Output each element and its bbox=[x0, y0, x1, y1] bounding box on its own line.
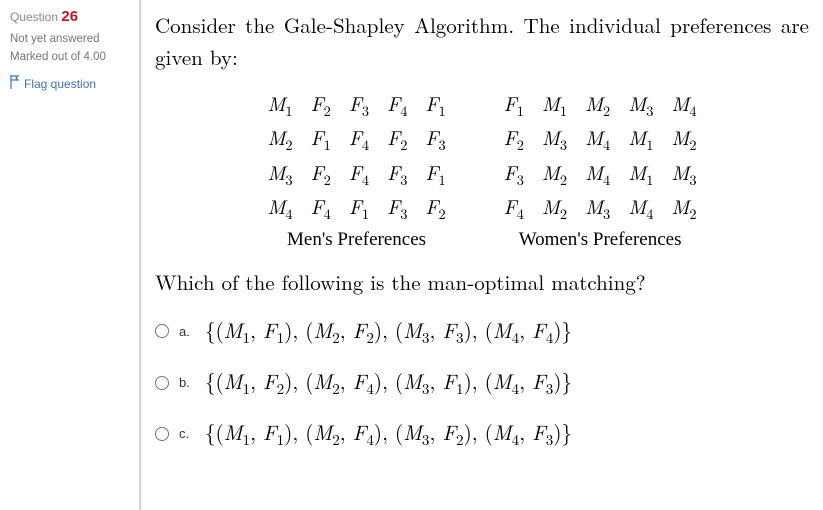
womens-preferences: F1M1M2M3M4F2M3M4M1M2F3M2M4M1M3F4M2M3M4M2… bbox=[494, 87, 707, 251]
pref-cell: F4 bbox=[341, 123, 377, 155]
pref-agent: F4 bbox=[496, 192, 532, 224]
pref-row: M1F2F3F4F1 bbox=[259, 89, 453, 121]
pref-agent: F3 bbox=[496, 158, 532, 190]
pref-agent: F1 bbox=[496, 89, 532, 121]
option-set: {(M1, F1), (M2, F2), (M3, F3), (M4, F4)} bbox=[205, 315, 572, 348]
pref-cell: M1 bbox=[620, 158, 661, 190]
pref-cell: M1 bbox=[620, 123, 661, 155]
pref-cell: M3 bbox=[534, 123, 575, 155]
pref-row: M3F2F4F3F1 bbox=[259, 158, 453, 190]
pref-cell: M4 bbox=[620, 192, 661, 224]
answer-options: a. {(M1, F1), (M2, F2), (M3, F3), (M4, F4… bbox=[155, 315, 809, 451]
pref-cell: F4 bbox=[379, 89, 415, 121]
option-row: a. {(M1, F1), (M2, F2), (M3, F3), (M4, F4… bbox=[155, 315, 809, 348]
pref-cell: M3 bbox=[620, 89, 661, 121]
mens-pref-table: M1F2F3F4F1M2F1F4F2F3M3F2F4F3F1M4F4F1F3F2 bbox=[257, 87, 455, 227]
question-status: Not yet answered bbox=[10, 31, 129, 47]
option-row: b. {(M1, F2), (M2, F4), (M3, F1), (M4, F3… bbox=[155, 366, 809, 399]
womens-pref-table: F1M1M2M3M4F2M3M4M1M2F3M2M4M1M3F4M2M3M4M2 bbox=[494, 87, 707, 227]
pref-cell: F2 bbox=[379, 123, 415, 155]
pref-cell: F2 bbox=[303, 89, 339, 121]
flag-label: Flag question bbox=[24, 77, 96, 91]
pref-cell: M4 bbox=[577, 123, 618, 155]
pref-cell: F3 bbox=[379, 192, 415, 224]
pref-cell: M4 bbox=[663, 89, 704, 121]
pref-cell: M2 bbox=[534, 192, 575, 224]
pref-row: F1M1M2M3M4 bbox=[496, 89, 705, 121]
pref-agent: F2 bbox=[496, 123, 532, 155]
pref-cell: F1 bbox=[341, 192, 377, 224]
pref-cell: F1 bbox=[303, 123, 339, 155]
option-radio[interactable] bbox=[155, 427, 169, 441]
question-marks: Marked out of 4.00 bbox=[10, 49, 129, 65]
flag-icon bbox=[10, 75, 20, 92]
pref-cell: M4 bbox=[577, 158, 618, 190]
pref-row: F4M2M3M4M2 bbox=[496, 192, 705, 224]
prompt-intro: Consider the Gale-Shapley Algorithm. The… bbox=[155, 10, 809, 73]
question-header: Question 26 bbox=[10, 8, 129, 25]
pref-cell: F1 bbox=[417, 89, 453, 121]
pref-row: M2F1F4F2F3 bbox=[259, 123, 453, 155]
pref-agent: M2 bbox=[259, 123, 300, 155]
pref-agent: M3 bbox=[259, 158, 300, 190]
pref-cell: F4 bbox=[303, 192, 339, 224]
pref-cell: F3 bbox=[379, 158, 415, 190]
pref-cell: F3 bbox=[341, 89, 377, 121]
flag-question-link[interactable]: Flag question bbox=[10, 75, 129, 92]
option-set: {(M1, F2), (M2, F4), (M3, F1), (M4, F3)} bbox=[205, 366, 572, 399]
mens-caption: Men's Preferences bbox=[257, 229, 455, 251]
pref-agent: M1 bbox=[259, 89, 300, 121]
pref-cell: M2 bbox=[663, 123, 704, 155]
pref-cell: F3 bbox=[417, 123, 453, 155]
pref-row: F2M3M4M1M2 bbox=[496, 123, 705, 155]
question-sidebar: Question 26 Not yet answered Marked out … bbox=[0, 0, 140, 510]
pref-cell: M3 bbox=[577, 192, 618, 224]
pref-cell: M2 bbox=[663, 192, 704, 224]
question-number: 26 bbox=[61, 8, 78, 25]
option-radio[interactable] bbox=[155, 324, 169, 338]
option-letter: b. bbox=[179, 375, 195, 390]
pref-row: F3M2M4M1M3 bbox=[496, 158, 705, 190]
pref-cell: M3 bbox=[663, 158, 704, 190]
pref-cell: M1 bbox=[534, 89, 575, 121]
option-letter: c. bbox=[179, 426, 195, 441]
question-content: Consider the Gale-Shapley Algorithm. The… bbox=[140, 0, 823, 510]
pref-cell: F2 bbox=[303, 158, 339, 190]
question-label: Question bbox=[10, 10, 58, 24]
pref-cell: F4 bbox=[341, 158, 377, 190]
pref-cell: F2 bbox=[417, 192, 453, 224]
pref-cell: M2 bbox=[577, 89, 618, 121]
mens-preferences: M1F2F3F4F1M2F1F4F2F3M3F2F4F3F1M4F4F1F3F2… bbox=[257, 87, 455, 251]
option-row: c. {(M1, F1), (M2, F4), (M3, F2), (M4, F3… bbox=[155, 417, 809, 450]
option-radio[interactable] bbox=[155, 376, 169, 390]
pref-agent: M4 bbox=[259, 192, 300, 224]
pref-cell: F1 bbox=[417, 158, 453, 190]
womens-caption: Women's Preferences bbox=[494, 229, 707, 251]
preferences-tables: M1F2F3F4F1M2F1F4F2F3M3F2F4F3F1M4F4F1F3F2… bbox=[155, 87, 809, 251]
question-text: Which of the following is the man-optima… bbox=[155, 267, 809, 297]
option-letter: a. bbox=[179, 324, 195, 339]
option-set: {(M1, F1), (M2, F4), (M3, F2), (M4, F3)} bbox=[205, 417, 572, 450]
pref-cell: M2 bbox=[534, 158, 575, 190]
pref-row: M4F4F1F3F2 bbox=[259, 192, 453, 224]
